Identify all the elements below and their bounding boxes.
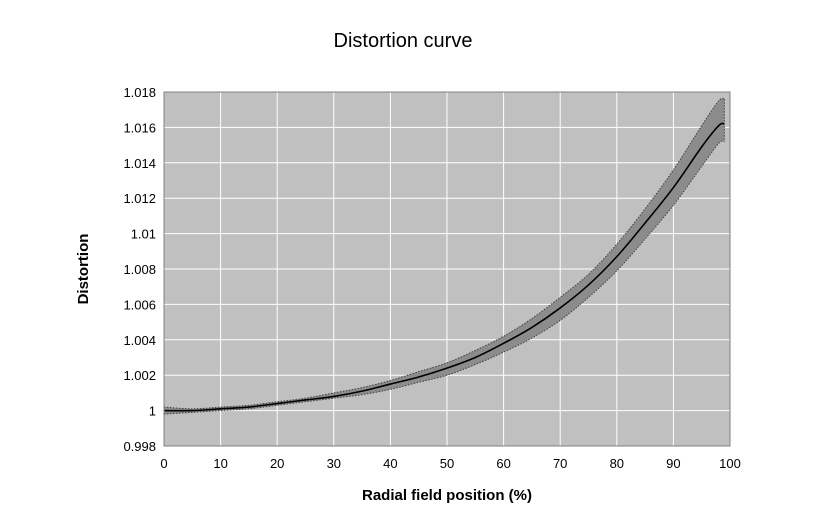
x-tick-label: 30: [327, 456, 341, 471]
confidence-band-layer: [163, 97, 725, 415]
series-line-layer: [163, 122, 725, 412]
x-tick-label: 100: [719, 456, 741, 471]
confidence-band: [164, 98, 725, 415]
y-tick-label: 1: [149, 404, 156, 419]
band-lower-edge: [163, 140, 725, 415]
y-tick-label: 1.01: [131, 227, 156, 242]
y-tick-labels: 0.998 1 1.002 1.004 1.006 1.008 1.01 1.012 1.014…: [123, 85, 156, 454]
y-axis-label: Distortion: [75, 234, 92, 305]
y-tick-label: 1.016: [123, 120, 156, 135]
x-axis-label: Radial field position (%): [362, 487, 532, 504]
y-tick-label: 1.002: [123, 368, 156, 383]
x-tick-label: 50: [440, 456, 454, 471]
x-tick-label: 80: [610, 456, 624, 471]
band-upper-edge: [163, 97, 725, 410]
x-tick-label: 10: [213, 456, 227, 471]
y-tick-label: 1.012: [123, 191, 156, 206]
x-tick-label: 70: [553, 456, 567, 471]
y-tick-label: 1.008: [123, 262, 156, 277]
y-tick-label: 1.014: [123, 156, 156, 171]
x-tick-label: 20: [270, 456, 284, 471]
x-tick-label: 0: [160, 456, 167, 471]
y-tick-label: 1.004: [123, 333, 156, 348]
series-line: [163, 122, 725, 412]
plot-border: [163, 91, 731, 447]
y-tick-label: 0.998: [123, 439, 156, 454]
x-tick-labels: 0 10 20 30 40 50 60 70 80 90 100: [160, 456, 740, 471]
y-tick-label: 1.006: [123, 297, 156, 312]
y-tick-label: 1.018: [123, 85, 156, 100]
x-tick-label: 40: [383, 456, 397, 471]
x-tick-label: 60: [496, 456, 510, 471]
chart-title: Distortion curve: [333, 30, 473, 52]
x-tick-label: 90: [666, 456, 680, 471]
